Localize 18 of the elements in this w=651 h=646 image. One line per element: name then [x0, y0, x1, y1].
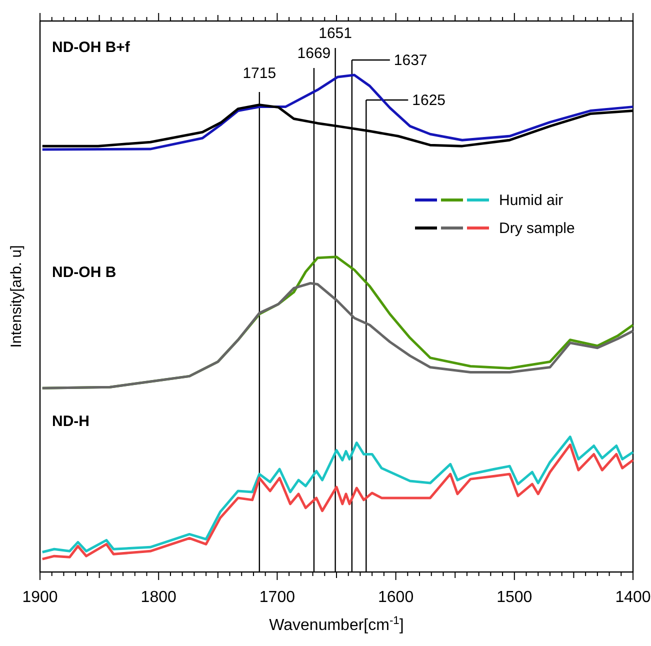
- y-axis-title: Intensity[arb. u]: [8, 245, 25, 348]
- x-tick-label: 1700: [259, 589, 296, 606]
- x-tick-label: 1400: [615, 589, 651, 606]
- x-axis-title: Wavenumber[cm$^{-1}$]: [269, 615, 404, 634]
- ref-line-label: 1651: [318, 25, 352, 42]
- legend-label: Dry sample: [499, 220, 575, 237]
- legend-label: Humid air: [499, 192, 564, 209]
- x-tick-label: 1900: [22, 589, 58, 606]
- x-tick-label: 1800: [140, 589, 176, 606]
- x-tick-label: 1500: [496, 589, 532, 606]
- ref-line-label: 1637: [394, 52, 428, 69]
- x-tick-label: 1600: [378, 589, 414, 606]
- text: ND-OH B+f: [52, 39, 131, 56]
- annotation: ND-H: [52, 413, 90, 430]
- ref-line-label: 1669: [297, 45, 331, 62]
- annotation: ND-OH B: [52, 264, 116, 281]
- ref-line-label: 1625: [412, 92, 446, 109]
- ref-line-label: 1715: [242, 65, 276, 82]
